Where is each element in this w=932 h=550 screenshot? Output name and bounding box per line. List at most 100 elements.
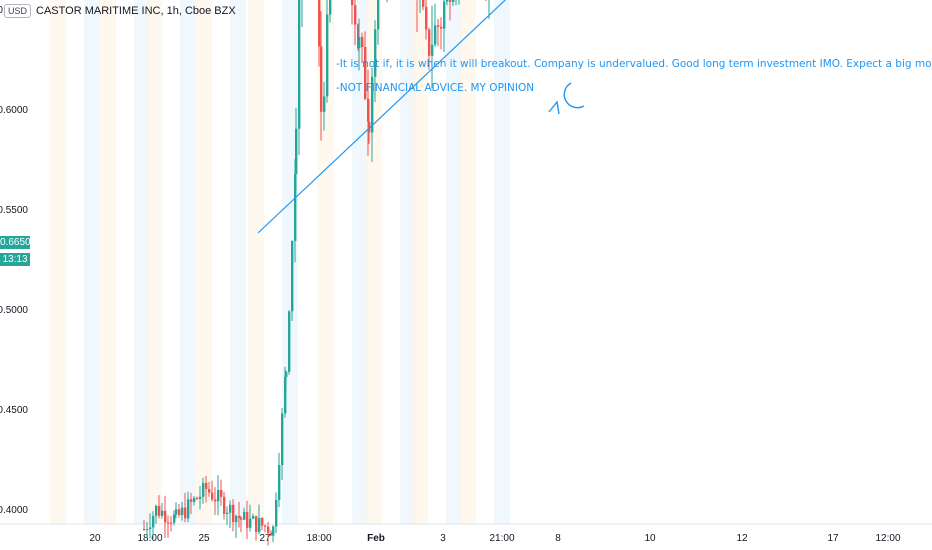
session-stripe [230,0,246,524]
candle-body [229,504,232,513]
candle-body [217,489,220,502]
candle-body [272,526,275,536]
candle-body [193,497,196,502]
candle-body [446,0,449,2]
candle-body [167,522,170,524]
candle-body [158,505,161,516]
candle-body [178,509,181,516]
candle-body [294,174,297,241]
y-tick-label: 0.5000 [0,305,28,316]
x-tick-label: 25 [198,533,210,544]
annotation-text[interactable]: -NOT FINANCIAL ADVICE. MY OPINION [336,82,535,94]
candle-body [431,44,434,56]
candle-body [364,46,367,99]
candle-body [155,505,158,516]
candle-body [161,510,164,516]
candle-body [249,518,252,528]
candle-body [329,0,332,15]
candle-body [232,504,235,523]
candle-body [202,482,205,497]
candle-body [238,515,241,519]
candle-body [196,497,199,499]
annotation-text[interactable]: -It is not if, it is when it will breako… [336,58,932,70]
session-stripe [318,0,334,524]
candle-body [235,515,238,523]
candle-body [437,25,440,27]
x-tick-label: 20 [89,533,101,544]
candle-body [374,29,377,77]
x-tick-label: 12 [736,533,748,544]
candle-body [152,515,155,528]
candle-body [284,376,287,414]
x-tick-label: 3 [440,533,446,544]
candle-body [243,512,246,520]
session-stripe [460,0,476,524]
candle-body [199,496,202,499]
candle-body [281,413,284,465]
candle-body [255,516,258,533]
session-stripe [282,0,298,524]
session-stripe [446,0,462,524]
session-stripe [248,0,264,524]
x-tick-label: 17 [827,533,839,544]
candle-body [323,96,326,112]
candle-body [357,24,360,49]
candle-body [278,464,281,500]
candle-body [175,509,178,515]
candle-body [443,1,446,29]
x-tick-label: Feb [367,533,385,544]
candle-body [146,529,149,531]
candle-body [258,518,261,533]
x-tick-label: 8 [555,533,561,544]
candle-body [434,25,437,45]
crescent-moon-icon [563,82,585,109]
session-stripe [494,0,510,524]
candle-body [377,0,380,30]
candle-body [261,518,264,526]
candle-body [368,121,371,133]
candle-body [252,516,255,519]
candle-body [285,371,288,377]
candle-body [428,29,431,56]
candle-body [208,489,211,493]
candle-body [275,499,278,527]
candle-body [264,525,267,527]
projection-arrowhead [548,100,560,115]
candle-body [425,6,428,30]
candle-body [318,0,321,47]
y-tick-label: 0.5500 [0,205,28,216]
candle-body [184,507,187,519]
session-stripe [196,0,212,524]
chart-header: USD CASTOR MARITIME INC, 1h, Cboe BZX [4,4,236,18]
session-stripe [50,0,66,524]
x-tick-label: 21:00 [489,533,514,544]
candle-body [351,0,354,6]
candle-body [422,0,425,7]
candlestick-series [143,0,490,546]
session-stripe [412,0,428,524]
session-stripe [180,0,196,524]
candle-body [190,499,193,502]
candle-body [181,507,184,516]
candle-body [164,510,167,523]
candle-body [270,532,273,536]
candle-body [173,514,176,523]
y-tick-label: 0.4500 [0,405,28,416]
session-shading [50,0,510,524]
candle-body [211,492,214,500]
candle-body [354,5,357,25]
candle-body [187,499,190,519]
last-price-badge: 0.6650 [0,236,31,249]
candle-body [267,526,270,533]
candle-body [223,496,226,514]
candle-body [298,0,301,129]
session-stripe [84,0,100,524]
y-tick-label: 0.6000 [0,105,28,116]
currency-badge[interactable]: USD [4,4,32,18]
x-tick-label: 18:00 [306,533,331,544]
symbol-title: CASTOR MARITIME INC, 1h, Cboe BZX [36,5,236,17]
trendline-drawings[interactable] [257,0,585,234]
candle-body [452,0,455,2]
x-axis: 20 18:00 25 27 18:00 Feb 3 21:00 8 10 12 17 12:00 [89,533,901,544]
